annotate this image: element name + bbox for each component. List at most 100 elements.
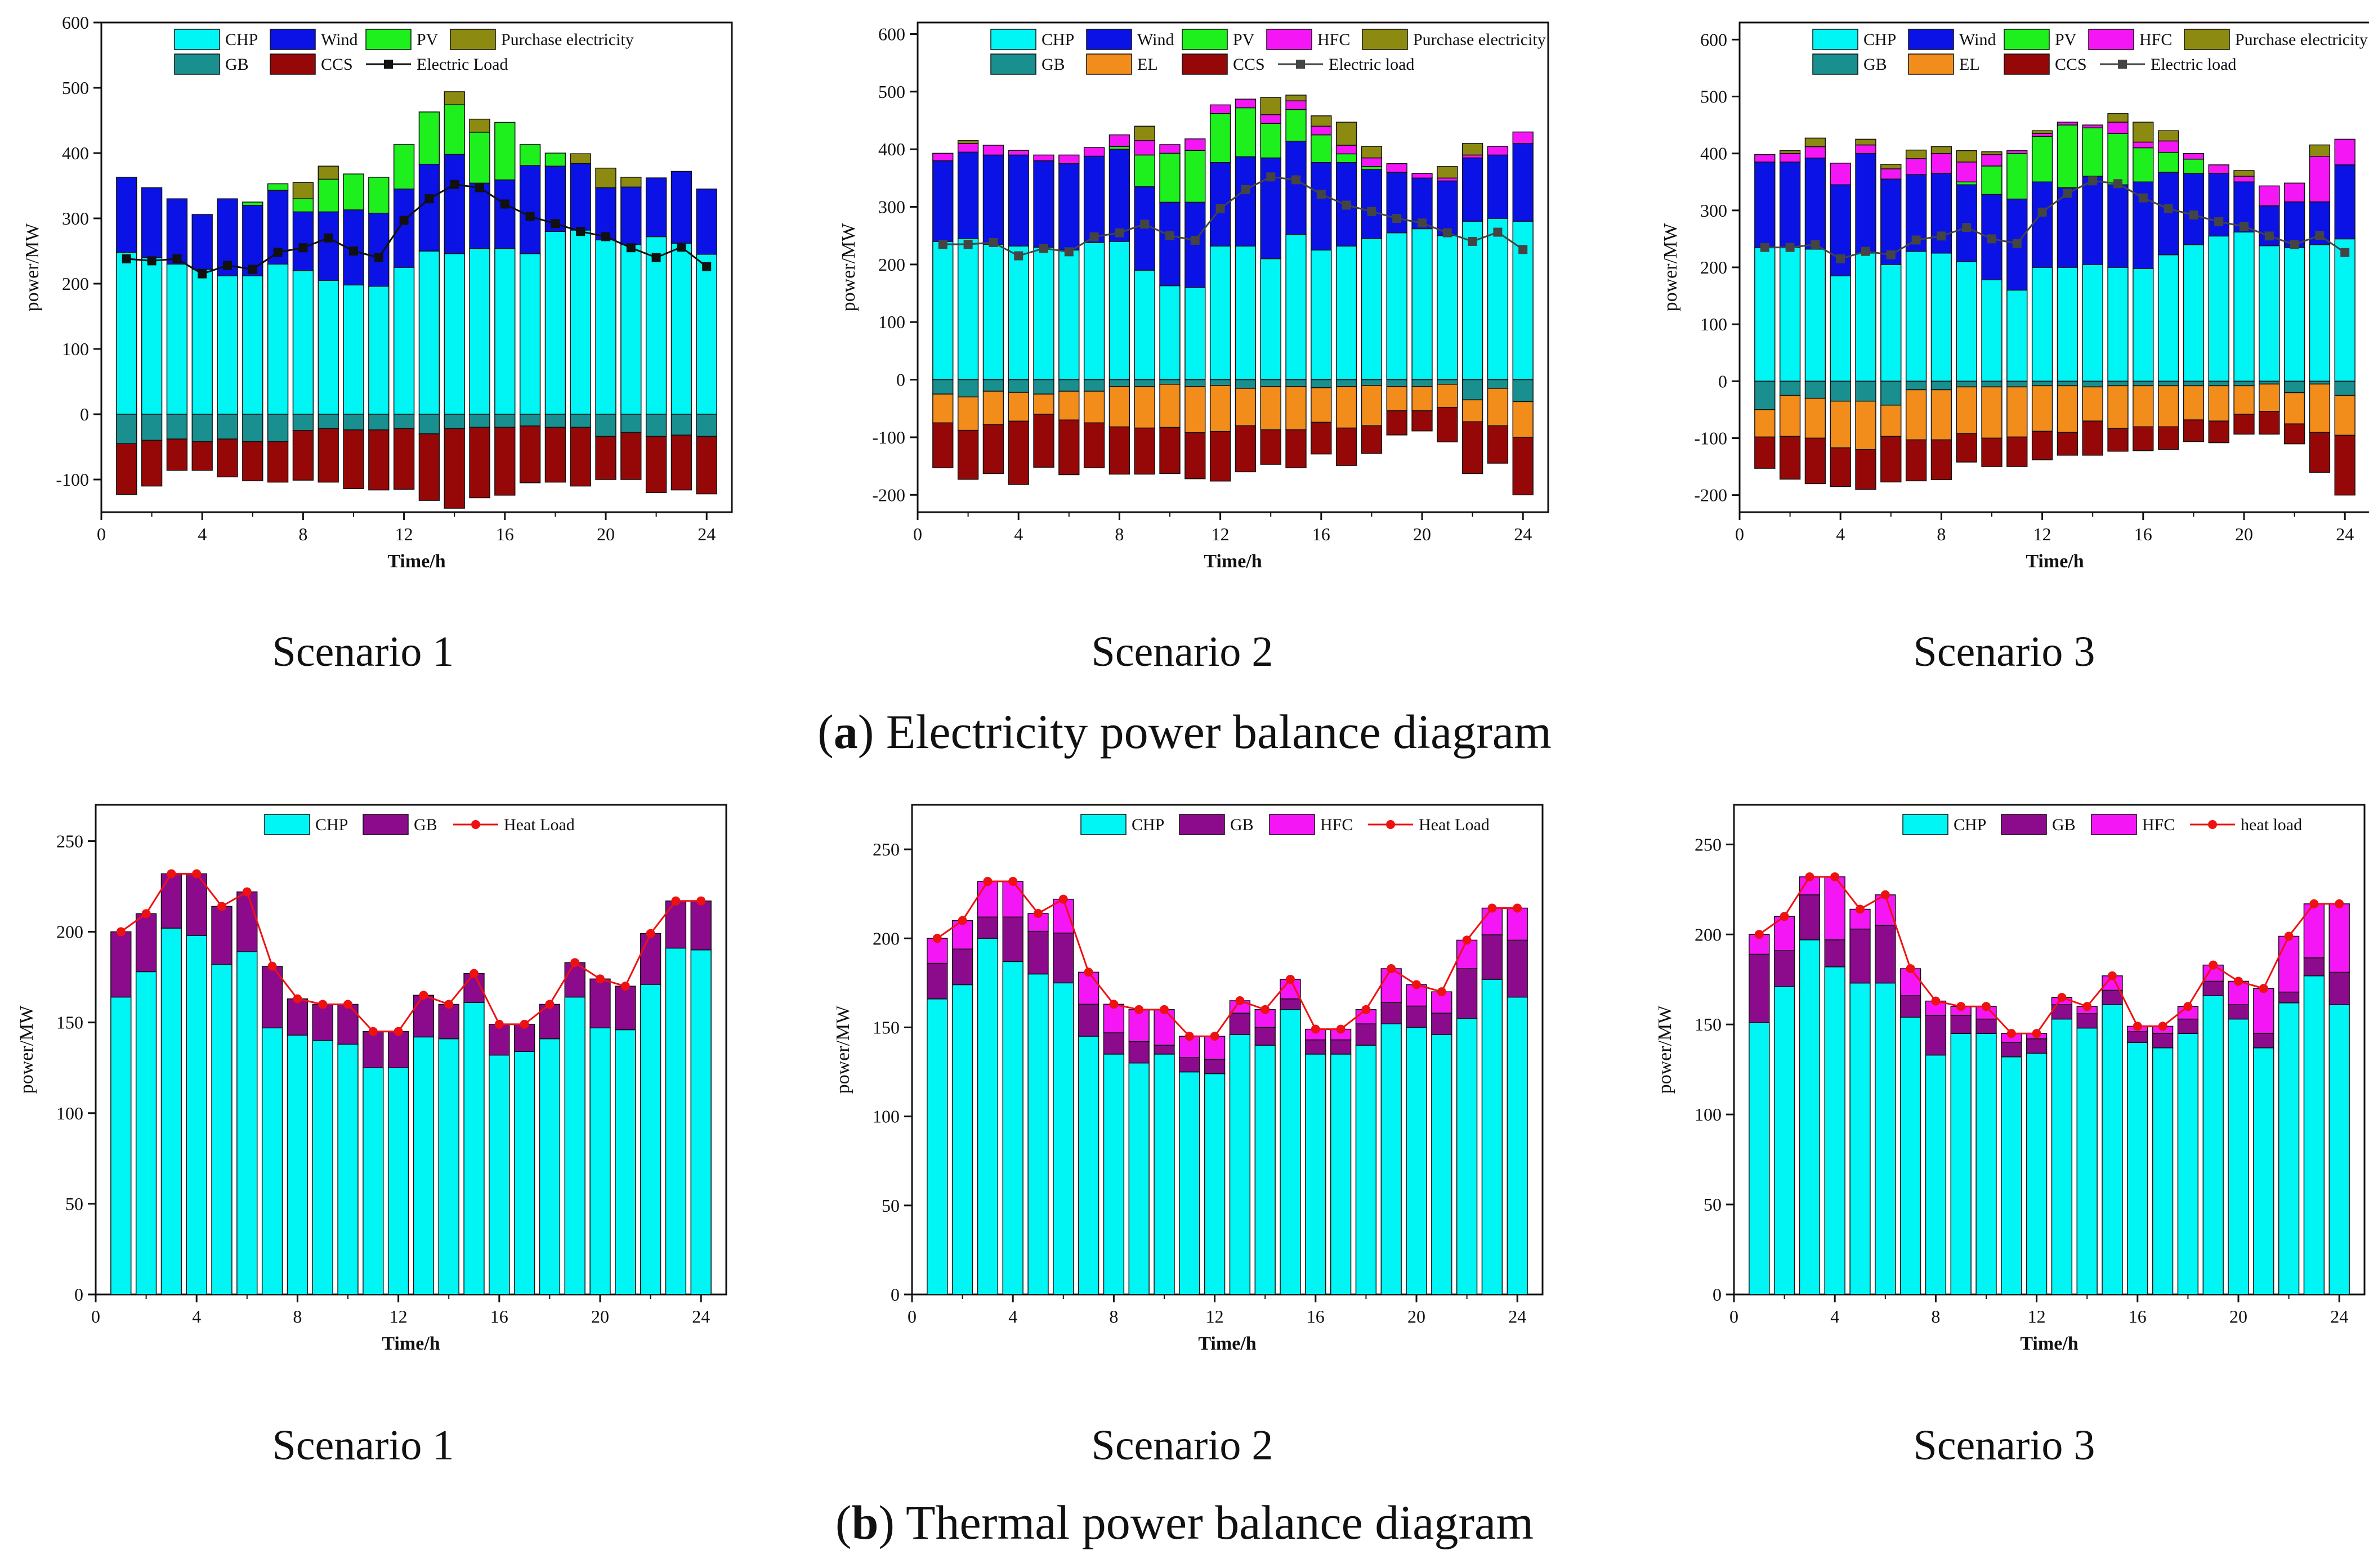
legend-label-wind: Wind [1137, 30, 1174, 49]
bar-chp-h14 [2076, 1027, 2098, 1295]
bar-wind-h11 [368, 212, 390, 287]
bar-hfc-h1 [1754, 154, 1776, 163]
y-axis-label: power/MW [1660, 223, 1681, 312]
load-point-h2 [958, 916, 967, 925]
bar-chp-h17 [2157, 254, 2179, 382]
legend-label-purchase: Purchase electricity [501, 30, 634, 49]
bar-gb-h16 [2127, 1031, 2148, 1043]
bar-ccs-h3 [982, 424, 1004, 474]
bar-ccs-h13 [2057, 432, 2079, 456]
bar-chp-h2 [1773, 986, 1795, 1295]
bar-ccs-h16 [2133, 426, 2154, 451]
bar-wind-h17 [519, 165, 541, 254]
bar-el-h22 [1461, 399, 1483, 423]
chart-thermal-scenario-1: 0 4 8 12 16 20 24 0 50 100 150 200 250 Time/h power/MW… [16, 804, 727, 1354]
bar-gb-h22 [1456, 968, 1478, 1019]
load-point-h9 [318, 1000, 328, 1009]
bar-pv-h7 [267, 183, 289, 191]
y-tick-label: 200 [878, 254, 905, 275]
bar-ccs-h22 [2283, 423, 2305, 445]
bar-chp-h24 [2334, 238, 2355, 382]
y-tick-label: 500 [1700, 87, 1727, 107]
bar-wind-h14 [2082, 176, 2103, 265]
legend-swatch-gb_h [363, 814, 409, 835]
bar-chp-h5 [1849, 982, 1871, 1295]
bar-hfc-h5 [1855, 144, 1876, 154]
bar-purchase-electricity-h5 [1855, 138, 1876, 146]
bar-chp-h23 [671, 243, 692, 415]
load-point-h7 [1089, 232, 1099, 241]
load-point-h22 [2284, 931, 2294, 941]
load-point-h4 [1014, 251, 1023, 261]
bar-gb-h17 [1335, 379, 1357, 387]
load-point-h16 [2138, 193, 2148, 203]
bar-hfc-h6 [1880, 168, 1902, 180]
bar-pv-h17 [1335, 153, 1357, 163]
bar-hfc-h15 [2107, 122, 2129, 135]
x-tick-label: 24 [2330, 1306, 2348, 1327]
y-tick-label: 0 [1718, 371, 1727, 391]
bar-chp-h7 [1899, 1016, 1921, 1295]
load-point-h15 [475, 183, 484, 192]
bar-wind-h2 [957, 151, 979, 239]
bar-hfc-h4 [1008, 150, 1029, 156]
bar-ccs-h14 [2082, 420, 2103, 456]
bar-ccs-h7 [267, 441, 289, 483]
bar-gb-h15 [2107, 380, 2129, 387]
y-tick-label: -200 [872, 485, 905, 505]
x-tick-label: 4 [1008, 1306, 1017, 1327]
load-point-h18 [551, 219, 560, 229]
legend-swatch-chp [1902, 814, 1948, 835]
load-point-h10 [1165, 231, 1174, 240]
load-point-h12 [394, 1027, 403, 1036]
bar-gb-h2 [957, 379, 979, 398]
load-point-h2 [141, 909, 151, 919]
bar-gb-h20 [2233, 380, 2255, 387]
bar-ccs-h16 [494, 427, 516, 496]
bar-ccs-h23 [671, 434, 692, 491]
legend-swatch-gb_h [1179, 814, 1225, 835]
bar-gb-h15 [469, 414, 490, 428]
bar-chp-h13 [2051, 1018, 2073, 1295]
bar-ccs-h9 [1134, 427, 1155, 475]
bar-gb-h14 [438, 1003, 459, 1040]
load-point-h3 [1805, 872, 1814, 881]
bar-gb-h19 [2202, 980, 2224, 996]
bar-chp-h10 [1159, 285, 1181, 380]
bar-gb-h14 [2076, 1013, 2098, 1029]
legend-label-hfc: HFC [1320, 816, 1353, 834]
bar-hfc-h24 [1512, 131, 1534, 144]
legend-label-purchase: Purchase electricity [2235, 30, 2368, 49]
load-point-h10 [343, 1000, 352, 1009]
bar-chp-h17 [513, 1051, 535, 1295]
bar-gb-h7 [1899, 995, 1921, 1018]
bar-chp-h9 [318, 280, 339, 415]
load-point-h10 [1160, 1005, 1169, 1014]
load-point-h6 [248, 265, 257, 274]
load-point-h14 [2088, 176, 2098, 186]
x-axis-label: Time/h [382, 1333, 440, 1354]
legend-label-hfc: HFC [2139, 30, 2172, 49]
bar-ccs-h15 [2107, 428, 2129, 452]
bar-chp-h1 [927, 998, 948, 1295]
bar-chp-h17 [519, 253, 541, 415]
bar-ccs-h15 [1285, 429, 1307, 468]
load-point-h2 [1780, 912, 1789, 921]
bar-ccs-h5 [1033, 414, 1054, 468]
bar-chp-h7 [261, 1027, 283, 1295]
legend-swatch-pv [1182, 29, 1228, 50]
bar-chp-h4 [1002, 961, 1023, 1295]
bar-wind-h22 [645, 177, 667, 238]
bar-chp-h21 [1437, 235, 1458, 380]
load-point-h22 [651, 253, 661, 262]
bar-gb-h1 [932, 379, 954, 395]
bar-ccs-h8 [1930, 439, 1952, 481]
load-point-h11 [374, 253, 383, 262]
bar-pv-h17 [2157, 151, 2179, 173]
bar-gb-h3 [977, 916, 999, 939]
legend-swatch-purchase [450, 29, 496, 50]
load-point-h13 [419, 991, 428, 1000]
bar-hfc-h12 [2031, 133, 2053, 137]
x-tick-label: 20 [1407, 1306, 1425, 1327]
bar-gb-h20 [2228, 1004, 2249, 1020]
